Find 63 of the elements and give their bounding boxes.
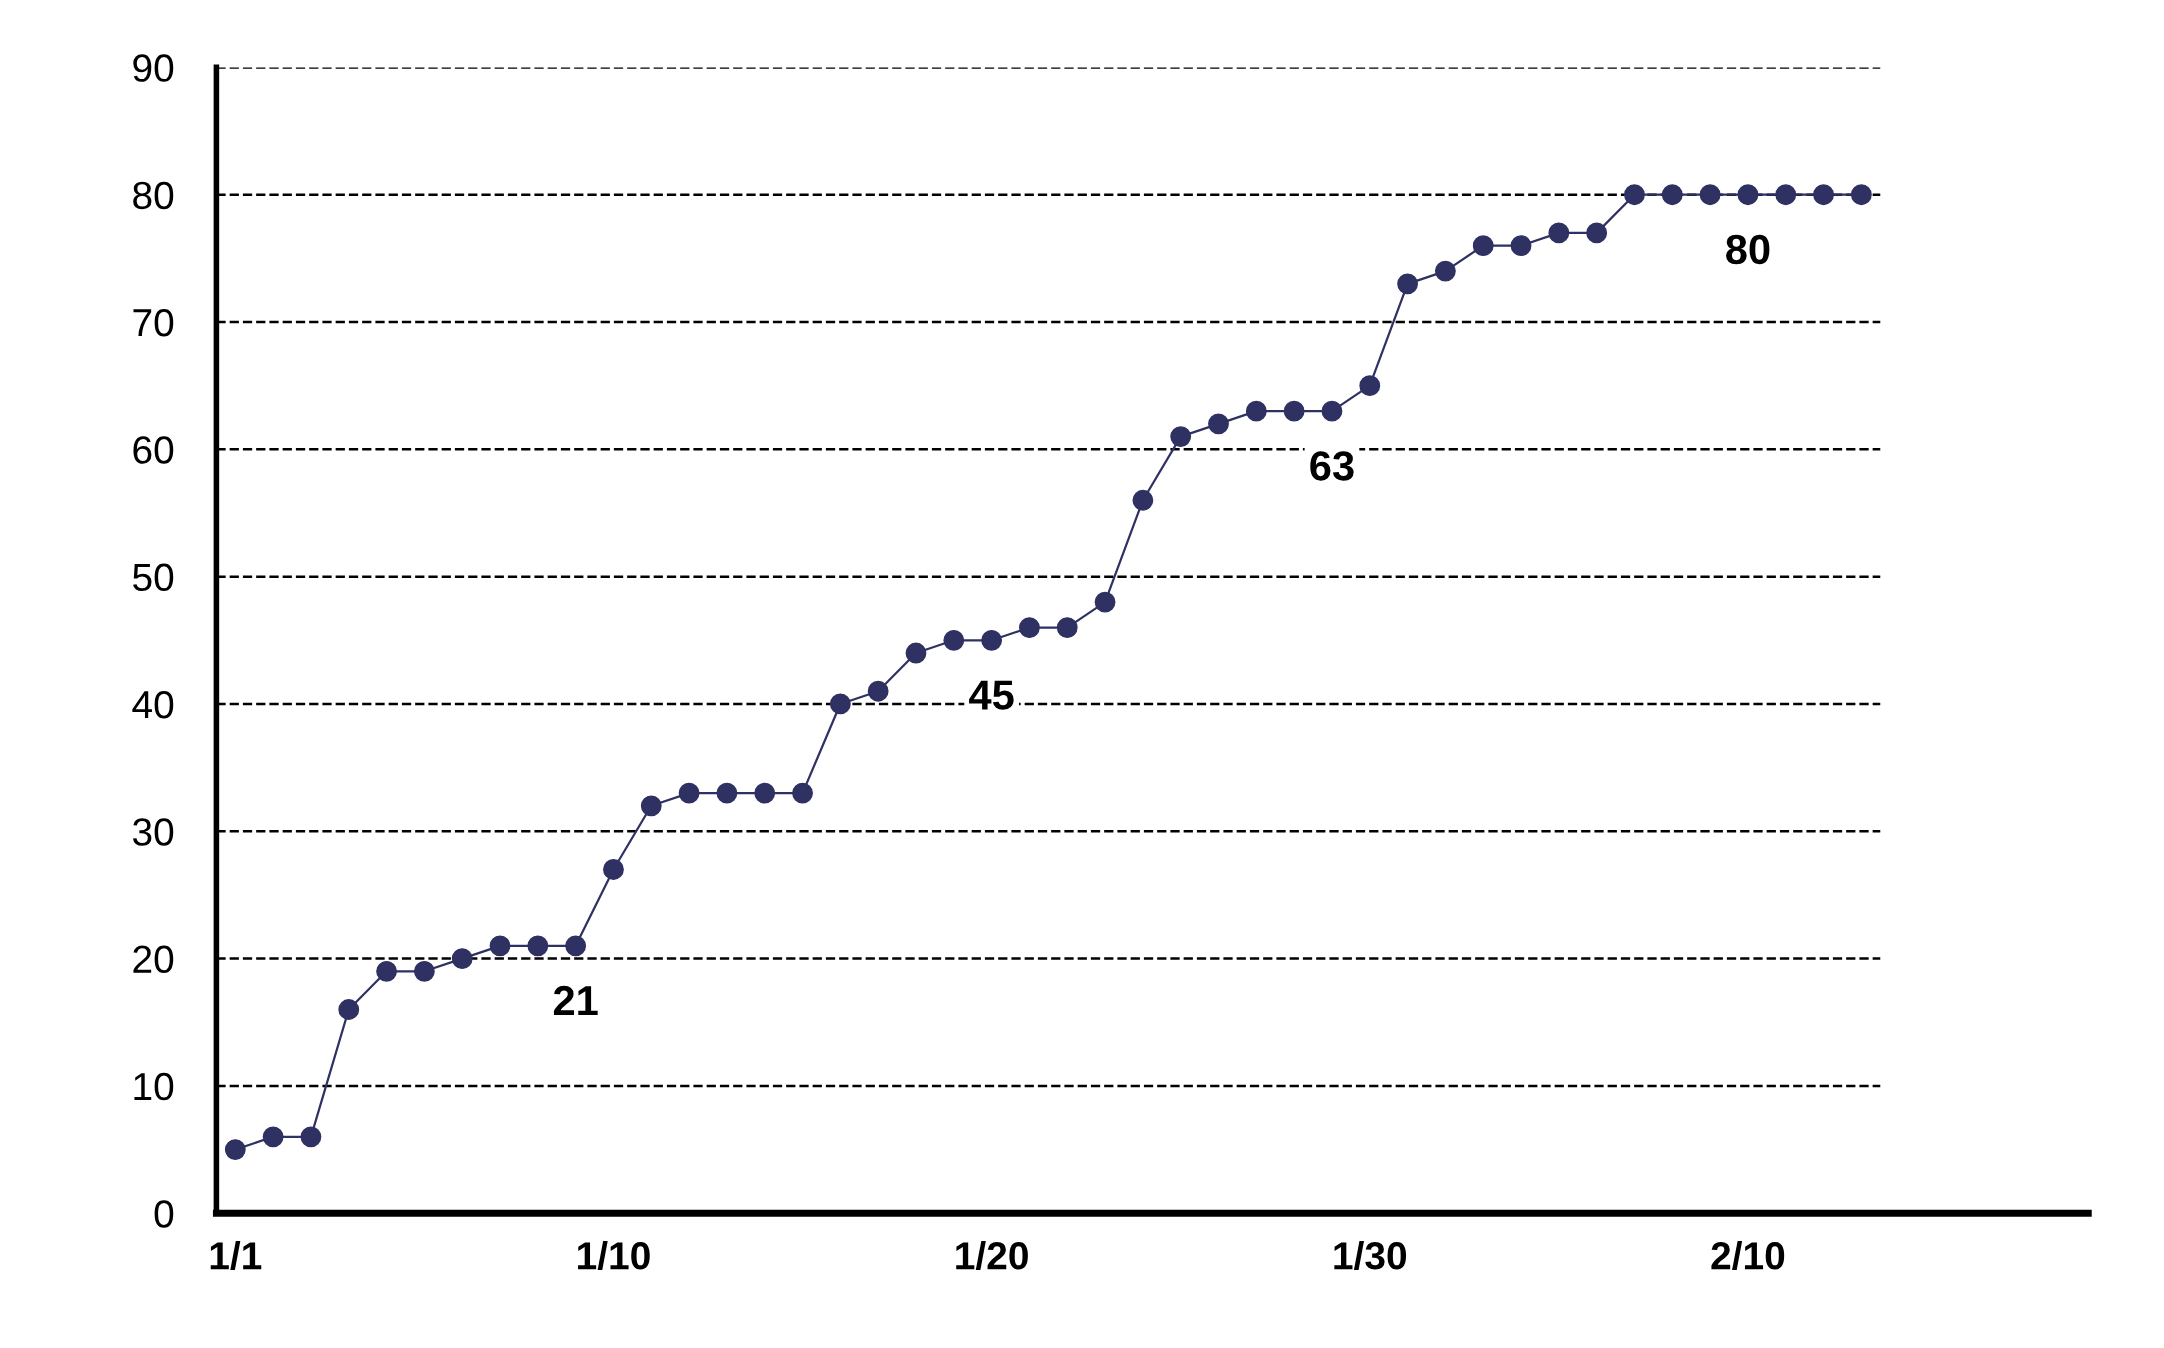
point (1737, 184, 1759, 206)
point (376, 960, 397, 982)
point (678, 782, 700, 804)
point (1170, 426, 1192, 448)
point (1359, 375, 1381, 397)
x-tick-label: 1/20 (956, 1240, 1028, 1270)
point (1472, 235, 1494, 257)
point (867, 680, 889, 702)
point (754, 782, 776, 804)
point (1245, 400, 1267, 422)
point (1397, 273, 1419, 295)
data-label: 45 (969, 680, 1014, 710)
point (1850, 184, 1872, 206)
point (905, 642, 927, 664)
point (489, 935, 511, 957)
y-tick-label: 20 (133, 945, 174, 974)
y-tick-label: 40 (132, 690, 174, 719)
y-tick-label: 60 (133, 436, 174, 464)
point (603, 859, 624, 880)
point (565, 935, 587, 957)
point (1813, 184, 1834, 206)
x-tick-label: 1/30 (1334, 1240, 1407, 1270)
point (1699, 184, 1721, 206)
point (1510, 235, 1532, 257)
y-tick-label: 30 (132, 818, 174, 846)
point (792, 782, 813, 804)
point (413, 960, 435, 982)
point (338, 999, 360, 1020)
point (943, 629, 965, 651)
point (1094, 591, 1116, 613)
y-tick-label: 90 (133, 54, 174, 82)
point (224, 1139, 246, 1160)
point (640, 795, 662, 817)
data-label: 63 (1310, 451, 1354, 481)
y-tick-label: 10 (134, 1072, 174, 1101)
point (1624, 184, 1645, 206)
point (262, 1126, 284, 1148)
point (527, 935, 549, 957)
x-tick-label: 1/10 (578, 1240, 650, 1270)
point (1132, 489, 1154, 511)
y-tick-label: 70 (133, 308, 174, 337)
point (1434, 260, 1456, 282)
point (1208, 413, 1229, 435)
point (1548, 222, 1570, 244)
point (1056, 617, 1078, 638)
point (1775, 184, 1797, 206)
data-label: 80 (1726, 234, 1770, 265)
y-tick-label: 80 (133, 181, 174, 210)
y-tick-label: 50 (133, 563, 174, 592)
point (451, 948, 473, 969)
point (1321, 400, 1343, 422)
x-tick-label: 1/1 (210, 1240, 262, 1270)
point (1586, 222, 1608, 244)
point (1661, 184, 1683, 206)
x-tick-label: 2/10 (1711, 1240, 1785, 1270)
data-label: 21 (553, 985, 598, 1015)
point (300, 1126, 322, 1148)
point (981, 629, 1003, 651)
point (829, 693, 851, 715)
point (1283, 400, 1305, 422)
point (716, 782, 738, 804)
point (1019, 617, 1040, 638)
y-tick-label: 0 (154, 1200, 174, 1228)
